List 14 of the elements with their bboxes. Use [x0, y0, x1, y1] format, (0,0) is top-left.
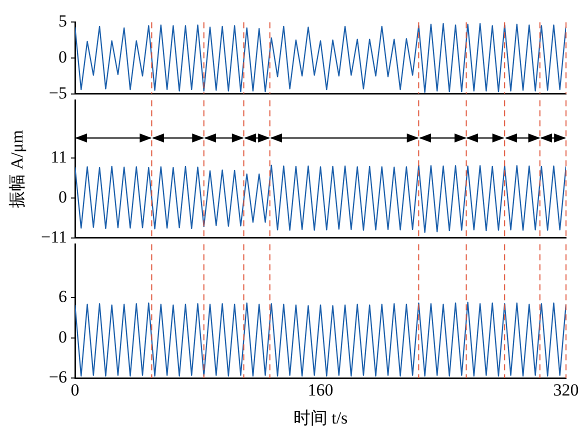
x-tick-label: 160	[308, 380, 334, 400]
y-tick-label: −5	[48, 83, 67, 102]
x-tick-label: 320	[553, 380, 579, 400]
y-tick-label: 0	[58, 327, 67, 346]
y-tick-label: 5	[58, 12, 67, 31]
y-tick-label: −6	[48, 367, 67, 386]
y-axis-title: 振幅 A/μm	[8, 130, 27, 208]
x-axis-title: 时间 t/s	[293, 408, 348, 428]
y-tick-label: −11	[41, 227, 67, 246]
y-tick-label: 6	[58, 287, 67, 306]
y-tick-label: 0	[58, 47, 67, 66]
y-tick-label: 11	[50, 148, 67, 167]
x-tick-label: 0	[70, 380, 80, 400]
y-tick-label: 0	[58, 187, 67, 206]
